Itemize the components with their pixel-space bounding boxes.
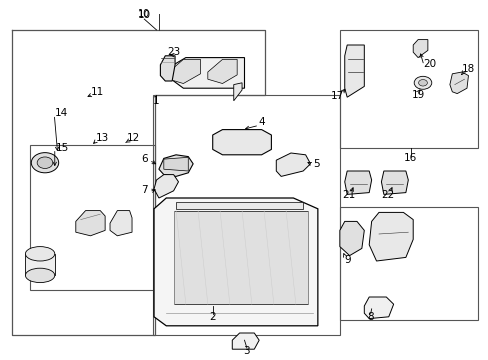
Polygon shape (110, 211, 132, 236)
Text: 20: 20 (422, 59, 435, 69)
Text: 15: 15 (56, 143, 69, 153)
Polygon shape (449, 72, 468, 94)
Bar (339, 207, 477, 320)
Text: 18: 18 (461, 64, 474, 74)
Polygon shape (344, 171, 371, 194)
Circle shape (31, 153, 59, 173)
Polygon shape (76, 211, 105, 236)
Polygon shape (207, 59, 237, 84)
Polygon shape (160, 56, 175, 81)
Circle shape (413, 76, 431, 89)
Text: 10: 10 (138, 9, 150, 19)
Text: 11: 11 (91, 87, 104, 97)
Text: 22: 22 (380, 190, 394, 200)
Polygon shape (163, 157, 188, 171)
Polygon shape (344, 45, 364, 97)
Text: 19: 19 (410, 90, 424, 100)
Text: 7: 7 (141, 185, 147, 195)
Text: 2: 2 (209, 312, 216, 322)
Bar (153, 95, 339, 335)
Text: 23: 23 (166, 47, 180, 57)
Bar (30, 145, 155, 290)
Circle shape (418, 80, 427, 86)
Polygon shape (232, 333, 259, 349)
Polygon shape (25, 254, 55, 275)
Polygon shape (368, 212, 412, 261)
Text: 8: 8 (366, 312, 373, 322)
Text: 10: 10 (138, 10, 150, 20)
Text: 9: 9 (344, 255, 351, 265)
Text: 6: 6 (141, 154, 147, 164)
Polygon shape (173, 211, 307, 304)
Ellipse shape (25, 268, 55, 283)
Polygon shape (159, 155, 193, 176)
Polygon shape (176, 202, 303, 209)
Polygon shape (233, 83, 242, 101)
Text: 4: 4 (258, 117, 264, 127)
Text: 5: 5 (313, 159, 320, 169)
Polygon shape (381, 171, 407, 194)
Circle shape (37, 157, 53, 168)
Polygon shape (412, 40, 427, 58)
Text: 16: 16 (403, 153, 417, 163)
Ellipse shape (25, 247, 55, 261)
Text: 13: 13 (96, 133, 109, 143)
Text: 1: 1 (153, 96, 160, 106)
Text: 14: 14 (55, 108, 68, 118)
Polygon shape (276, 153, 310, 176)
Polygon shape (364, 297, 393, 319)
Bar (339, 30, 477, 148)
Text: 12: 12 (126, 133, 140, 143)
Text: 17: 17 (330, 91, 344, 101)
Polygon shape (154, 198, 317, 326)
Polygon shape (212, 130, 271, 155)
Polygon shape (168, 59, 200, 84)
Polygon shape (339, 221, 364, 256)
Polygon shape (154, 175, 178, 198)
Text: 21: 21 (342, 190, 355, 200)
Text: 3: 3 (243, 346, 250, 356)
Polygon shape (161, 58, 244, 88)
